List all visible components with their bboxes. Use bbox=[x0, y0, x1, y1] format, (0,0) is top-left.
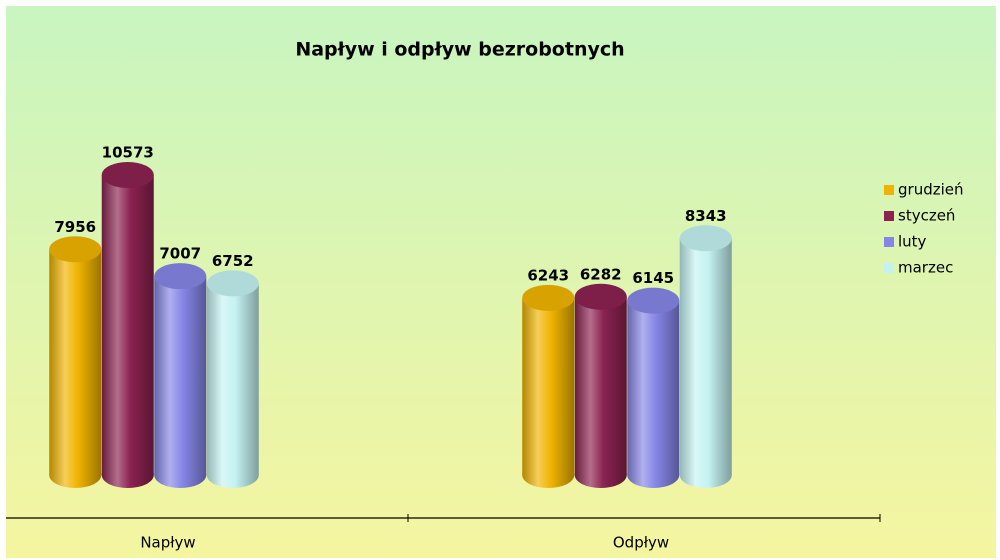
legend-label: styczeń bbox=[898, 207, 955, 225]
value-label: 7956 bbox=[54, 218, 96, 236]
cylinder-bar bbox=[627, 287, 680, 488]
cylinder-body bbox=[154, 276, 207, 475]
cylinder-bar bbox=[154, 263, 207, 488]
value-label: 6752 bbox=[212, 252, 254, 270]
cylinder-body bbox=[101, 175, 154, 475]
x-tick-label: Napływ bbox=[140, 534, 195, 552]
cylinder-body bbox=[679, 238, 732, 475]
cylinder-top bbox=[627, 287, 680, 314]
value-label: 10573 bbox=[102, 144, 154, 162]
cylinder-bar bbox=[574, 283, 627, 488]
value-label: 6243 bbox=[527, 266, 569, 284]
legend-swatch bbox=[884, 185, 894, 195]
value-label: 6145 bbox=[632, 269, 674, 287]
chart-title: Napływ i odpływ bezrobotnych bbox=[295, 39, 624, 61]
cylinder-bar bbox=[679, 225, 732, 488]
cylinder-top bbox=[679, 225, 732, 252]
cylinder-top bbox=[574, 283, 627, 310]
cylinder-body bbox=[49, 249, 102, 475]
value-label: 6282 bbox=[580, 265, 622, 283]
legend-swatch bbox=[884, 211, 894, 221]
cylinder-top bbox=[49, 236, 102, 263]
cylinder-bar bbox=[101, 162, 154, 488]
cylinder-body bbox=[206, 283, 259, 475]
value-label: 7007 bbox=[159, 245, 201, 263]
legend-label: marzec bbox=[898, 259, 953, 277]
x-tick-label: Odpływ bbox=[613, 534, 669, 552]
cylinder-bar bbox=[49, 236, 102, 488]
cylinder-body bbox=[627, 300, 680, 475]
legend-swatch bbox=[884, 237, 894, 247]
cylinder-top bbox=[154, 263, 207, 290]
legend-label: grudzień bbox=[898, 181, 964, 199]
value-label: 8343 bbox=[685, 207, 727, 225]
legend-label: luty bbox=[898, 233, 927, 251]
cylinder-body bbox=[522, 297, 575, 475]
cylinder-top bbox=[206, 270, 259, 297]
cylinder-top bbox=[522, 284, 575, 311]
cylinder-body bbox=[574, 296, 627, 475]
legend-swatch bbox=[884, 263, 894, 273]
cylinder-top bbox=[101, 162, 154, 188]
cylinder-bar bbox=[522, 284, 575, 488]
cylinder-bar bbox=[206, 270, 259, 488]
